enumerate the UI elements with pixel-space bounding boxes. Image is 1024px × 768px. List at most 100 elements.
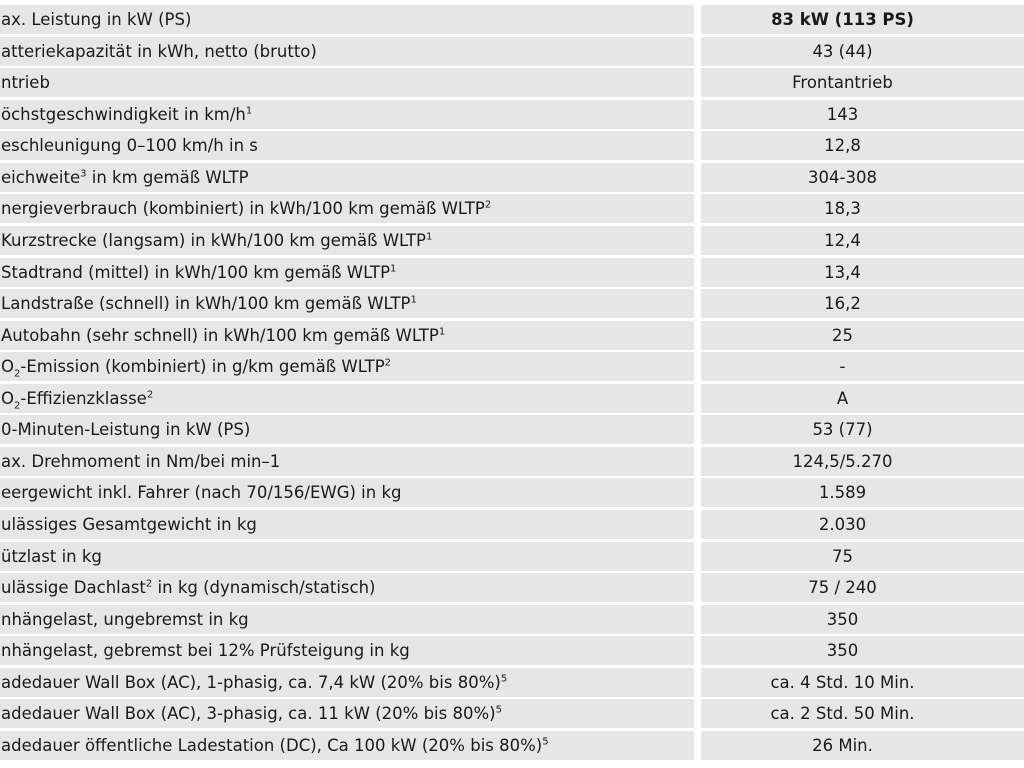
table-row: Kurzstrecke (langsam) in kWh/100 km gemä… — [0, 225, 1024, 258]
row-value: 12,8 — [701, 131, 1024, 161]
row-label: Landstraße (schnell) in kWh/100 km gemäß… — [0, 289, 694, 319]
table-row: Autobahn (sehr schnell) in kWh/100 km ge… — [0, 320, 1024, 353]
table-row: ntrieb Frontantrieb — [0, 68, 1024, 100]
footnote-mark: 2 — [146, 389, 154, 401]
footnote-mark: 1 — [438, 326, 446, 338]
row-value: 350 — [701, 636, 1024, 666]
row-value: 75 / 240 — [701, 573, 1024, 603]
label-text: ntrieb — [1, 73, 50, 93]
row-label: ax. Leistung in kW (PS) — [0, 5, 694, 34]
table-row: eergewicht inkl. Fahrer (nach 70/156/EWG… — [0, 478, 1024, 510]
row-label: öchstgeschwindigkeit in km/h1 — [0, 99, 694, 129]
row-label: eichweite3 in km gemäß WLTP — [0, 162, 694, 192]
table-row: 0-Minuten-Leistung in kW (PS) 53 (77) — [0, 415, 1024, 447]
row-label: ulässige Dachlast2 in kg (dynamisch/stat… — [0, 573, 694, 603]
table-row: adedauer Wall Box (AC), 3-phasig, ca. 11… — [0, 699, 1024, 731]
row-value: Frontantrieb — [701, 68, 1024, 98]
label-text: nergieverbrauch (kombiniert) in kWh/100 … — [1, 199, 485, 219]
footnote-mark: 5 — [542, 736, 549, 748]
label-text: ulässiges Gesamtgewicht in kg — [1, 515, 257, 534]
row-value: 16,2 — [701, 289, 1024, 319]
table-row: O2-Emission (kombiniert) in g/km gemäß W… — [0, 352, 1024, 384]
row-value: 143 — [701, 99, 1024, 129]
label-text: eichweite — [1, 167, 81, 187]
label-text: adedauer Wall Box (AC), 3-phasig, ca. 11… — [1, 704, 496, 724]
footnote-mark: 5 — [500, 673, 508, 685]
row-label: nhängelast, gebremst bei 12% Prüfsteigun… — [0, 636, 694, 666]
label-text: -Effizienzklasse — [20, 388, 147, 408]
row-label: eschleunigung 0–100 km/h in s — [0, 131, 694, 161]
label-text: ax. Leistung in kW (PS) — [1, 10, 192, 29]
label-text: Stadtrand (mittel) in kWh/100 km gemäß W… — [1, 262, 391, 282]
row-value: 26 Min. — [701, 730, 1024, 760]
row-value: 18,3 — [701, 194, 1024, 224]
label-text: 0-Minuten-Leistung in kW (PS) — [1, 420, 251, 440]
label-text: adedauer öffentliche Ladestation (DC), C… — [1, 735, 543, 755]
label-text: ützlast in kg — [1, 546, 102, 566]
footnote-mark: 1 — [426, 231, 433, 243]
table-row: ax. Drehmoment in Nm/bei min–1 124,5/5.27… — [0, 446, 1024, 479]
row-label: adedauer Wall Box (AC), 3-phasig, ca. 11… — [0, 699, 694, 729]
table-row: öchstgeschwindigkeit in km/h1 143 — [0, 99, 1024, 132]
row-value: 124,5/5.270 — [701, 446, 1024, 476]
row-label: ntrieb — [0, 68, 694, 98]
table-row: nhängelast, ungebremst in kg 350 — [0, 604, 1024, 637]
table-row: ulässiges Gesamtgewicht in kg 2.030 — [0, 510, 1024, 542]
label-text: O — [1, 357, 14, 377]
row-label: 0-Minuten-Leistung in kW (PS) — [0, 415, 694, 445]
row-value: 83 kW (113 PS) — [701, 5, 1024, 34]
label-text: in kg (dynamisch/statisch) — [152, 578, 376, 598]
table-row: nergieverbrauch (kombiniert) in kWh/100 … — [0, 194, 1024, 226]
footnote-mark: 2 — [384, 357, 392, 369]
footnote-mark: 1 — [390, 263, 397, 274]
footnote-mark: 2 — [145, 578, 153, 590]
footnote-mark: 2 — [484, 199, 492, 211]
table-row: adedauer Wall Box (AC), 1-phasig, ca. 7,… — [0, 667, 1024, 700]
row-label: ützlast in kg — [0, 541, 694, 571]
row-label: Stadtrand (mittel) in kWh/100 km gemäß W… — [0, 257, 694, 287]
row-label: O2-Effizienzklasse2 — [0, 383, 694, 413]
row-label: adedauer öffentliche Ladestation (DC), C… — [0, 730, 694, 760]
row-value: 53 (77) — [701, 415, 1024, 445]
table-row: eichweite3 in km gemäß WLTP 304-308 — [0, 162, 1024, 195]
footnote-mark: 3 — [80, 168, 87, 180]
label-text: atteriekapazität in kWh, netto (brutto) — [1, 41, 317, 61]
table-row: Landstraße (schnell) in kWh/100 km gemäß… — [0, 289, 1024, 321]
row-value: 1.589 — [701, 478, 1024, 508]
subscript: 2 — [14, 368, 21, 380]
label-text: in km gemäß WLTP — [86, 167, 249, 187]
row-value: 2.030 — [701, 510, 1024, 539]
row-label: atteriekapazität in kWh, netto (brutto) — [0, 36, 694, 66]
row-label: ax. Drehmoment in Nm/bei min–1 — [0, 446, 694, 476]
row-value: 13,4 — [701, 257, 1024, 287]
subscript: 2 — [14, 400, 21, 412]
label-text: O — [1, 388, 14, 408]
table-row: ützlast in kg 75 — [0, 541, 1024, 574]
row-label: O2-Emission (kombiniert) in g/km gemäß W… — [0, 352, 694, 382]
row-value: ca. 4 Std. 10 Min. — [701, 667, 1024, 697]
row-value: 25 — [701, 320, 1024, 350]
row-value: 75 — [701, 541, 1024, 571]
row-value: ca. 2 Std. 50 Min. — [701, 699, 1024, 729]
row-label: Kurzstrecke (langsam) in kWh/100 km gemä… — [0, 225, 694, 255]
row-label: nhängelast, ungebremst in kg — [0, 604, 694, 634]
label-text: Landstraße (schnell) in kWh/100 km gemäß… — [1, 294, 411, 314]
row-label: ulässiges Gesamtgewicht in kg — [0, 510, 694, 539]
label-text: nhängelast, gebremst bei 12% Prüfsteigun… — [1, 641, 410, 661]
label-text: ulässige Dachlast — [1, 578, 146, 598]
row-label: adedauer Wall Box (AC), 1-phasig, ca. 7,… — [0, 667, 694, 697]
table-row: ax. Leistung in kW (PS) 83 kW (113 PS) — [0, 5, 1024, 37]
table-row: Stadtrand (mittel) in kWh/100 km gemäß W… — [0, 257, 1024, 290]
table-row: atteriekapazität in kWh, netto (brutto) 4… — [0, 36, 1024, 69]
table-row: O2-Effizienzklasse2 A — [0, 383, 1024, 416]
label-text: eschleunigung 0–100 km/h in s — [1, 136, 258, 156]
label-text: Kurzstrecke (langsam) in kWh/100 km gemä… — [1, 230, 426, 250]
footnote-mark: 5 — [495, 704, 502, 716]
table-row: nhängelast, gebremst bei 12% Prüfsteigun… — [0, 636, 1024, 668]
row-label: eergewicht inkl. Fahrer (nach 70/156/EWG… — [0, 478, 694, 508]
label-text: nhängelast, ungebremst in kg — [1, 609, 249, 629]
table-row: ulässige Dachlast2 in kg (dynamisch/stat… — [0, 573, 1024, 605]
label-text: -Emission (kombiniert) in g/km gemäß WLT… — [20, 357, 385, 377]
spec-table: ax. Leistung in kW (PS) 83 kW (113 PS) att… — [0, 5, 1024, 763]
